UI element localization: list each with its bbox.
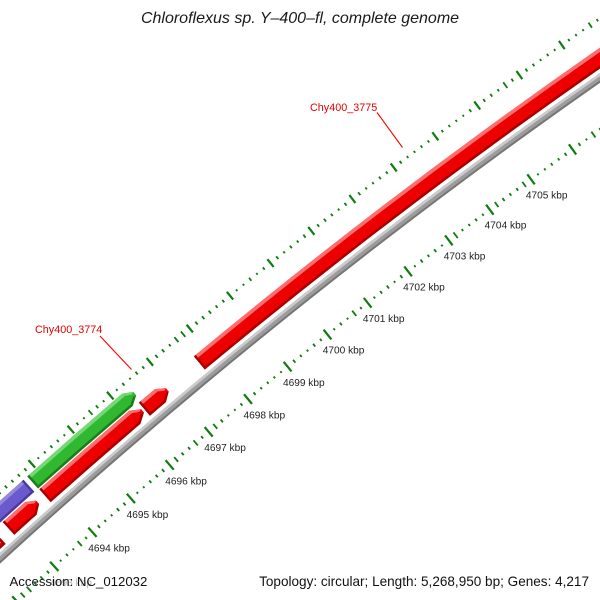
svg-text:Accession: NC_012032: Accession: NC_012032 xyxy=(10,574,148,589)
svg-text:4693 kbp: 4693 kbp xyxy=(50,578,92,589)
svg-text:Chy400_3774: Chy400_3774 xyxy=(35,324,102,336)
svg-text:Chloroflexus sp. Y–400–fl, com: Chloroflexus sp. Y–400–fl, complete geno… xyxy=(141,10,459,27)
svg-text:Topology: circular; Length: 5,: Topology: circular; Length: 5,268,950 bp… xyxy=(259,574,589,589)
svg-text:4702 kbp: 4702 kbp xyxy=(403,283,445,294)
svg-text:4704 kbp: 4704 kbp xyxy=(485,221,527,232)
svg-text:4698 kbp: 4698 kbp xyxy=(243,410,285,421)
svg-text:4696 kbp: 4696 kbp xyxy=(165,476,207,487)
svg-text:4705 kbp: 4705 kbp xyxy=(526,190,568,201)
svg-text:4694 kbp: 4694 kbp xyxy=(88,544,130,555)
svg-text:4701 kbp: 4701 kbp xyxy=(363,314,405,325)
svg-text:4700 kbp: 4700 kbp xyxy=(323,346,365,357)
svg-text:4699 kbp: 4699 kbp xyxy=(283,378,325,389)
svg-text:4695 kbp: 4695 kbp xyxy=(127,510,169,521)
svg-text:4703 kbp: 4703 kbp xyxy=(444,251,486,262)
svg-text:Chy400_3775: Chy400_3775 xyxy=(310,102,377,114)
svg-text:4697 kbp: 4697 kbp xyxy=(204,443,246,454)
